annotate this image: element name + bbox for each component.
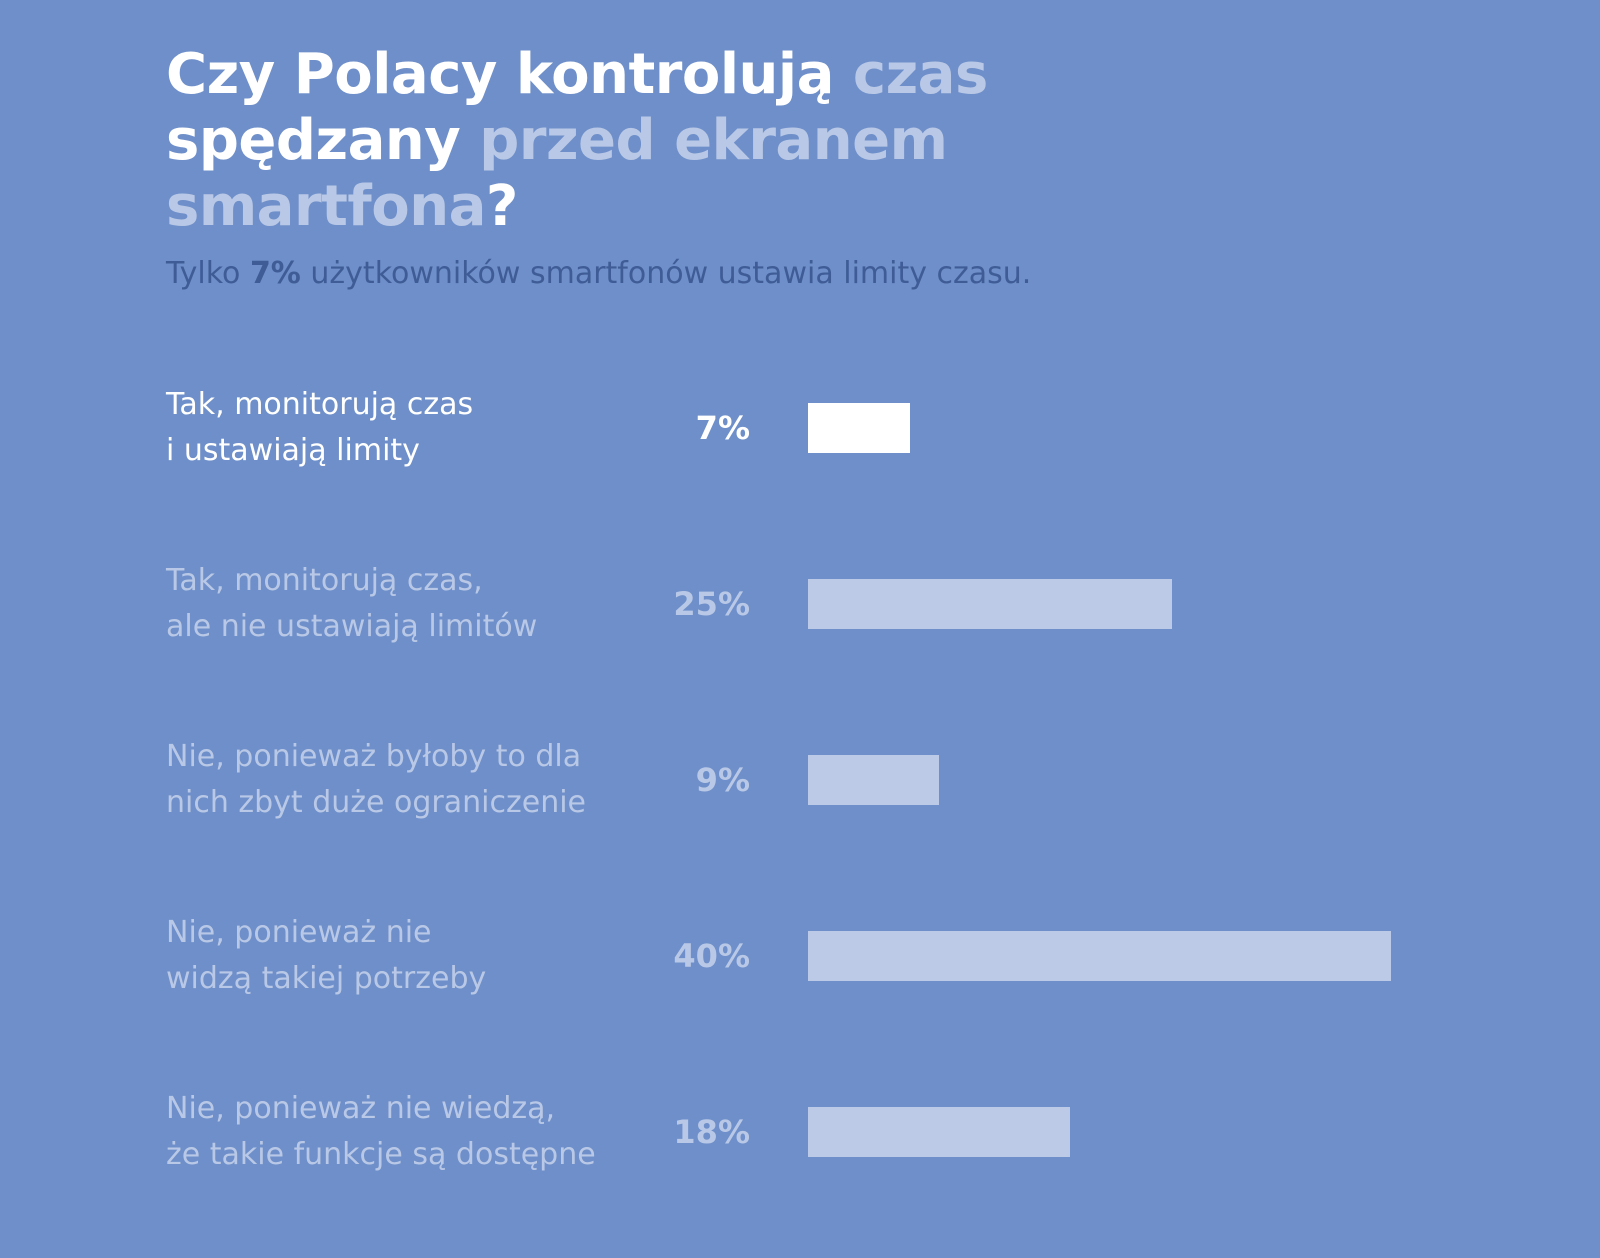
subtitle-text: Tylko	[166, 256, 250, 291]
value-label: 7%	[695, 409, 750, 447]
value-label: 9%	[695, 761, 750, 799]
value-label: 18%	[673, 1113, 750, 1151]
category-label-line: widzą takiej potrzeby	[166, 961, 487, 996]
chart-title: Czy Polacy kontrolują czas spędzany przed…	[166, 42, 1266, 240]
category-label-line: nich zbyt duże ograniczenie	[166, 785, 586, 820]
title-part: przed ekranem smartfona	[166, 108, 948, 239]
value-label: 25%	[673, 585, 750, 623]
subtitle-highlight: 7%	[249, 256, 301, 291]
category-label: Nie, ponieważ nie wiedzą, że takie funkcj…	[166, 1086, 646, 1178]
title-part: ?	[485, 174, 518, 239]
bar	[808, 403, 911, 453]
category-label-line: że takie funkcje są dostępne	[166, 1137, 596, 1172]
chart-subtitle: Tylko 7% użytkowników smartfonów ustawia…	[166, 254, 1031, 294]
title-part: spędzany	[166, 108, 480, 173]
category-label: Nie, ponieważ byłoby to dla nich zbyt duż…	[166, 734, 646, 826]
value-label: 40%	[673, 937, 750, 975]
subtitle-text: użytkowników smartfonów ustawia limity c…	[300, 256, 1032, 291]
category-label-line: Nie, ponieważ nie wiedzą,	[166, 1091, 556, 1126]
category-label: Nie, ponieważ nie widzą takiej potrzeby	[166, 910, 646, 1002]
category-label: Tak, monitorują czas, ale nie ustawiają l…	[166, 558, 646, 650]
title-part: Czy Polacy kontrolują	[166, 42, 853, 107]
title-part: czas	[852, 42, 988, 107]
bar	[808, 1107, 1071, 1157]
category-label-line: Nie, ponieważ byłoby to dla	[166, 739, 582, 774]
bar	[808, 755, 940, 805]
category-label-line: Tak, monitorują czas	[166, 387, 474, 422]
bar	[808, 579, 1173, 629]
category-label-line: i ustawiają limity	[166, 433, 420, 468]
category-label-line: Tak, monitorują czas,	[166, 563, 483, 598]
category-label-line: ale nie ustawiają limitów	[166, 609, 538, 644]
category-label-line: Nie, ponieważ nie	[166, 915, 432, 950]
bar	[808, 931, 1391, 981]
category-label: Tak, monitorują czas i ustawiają limity	[166, 382, 646, 474]
